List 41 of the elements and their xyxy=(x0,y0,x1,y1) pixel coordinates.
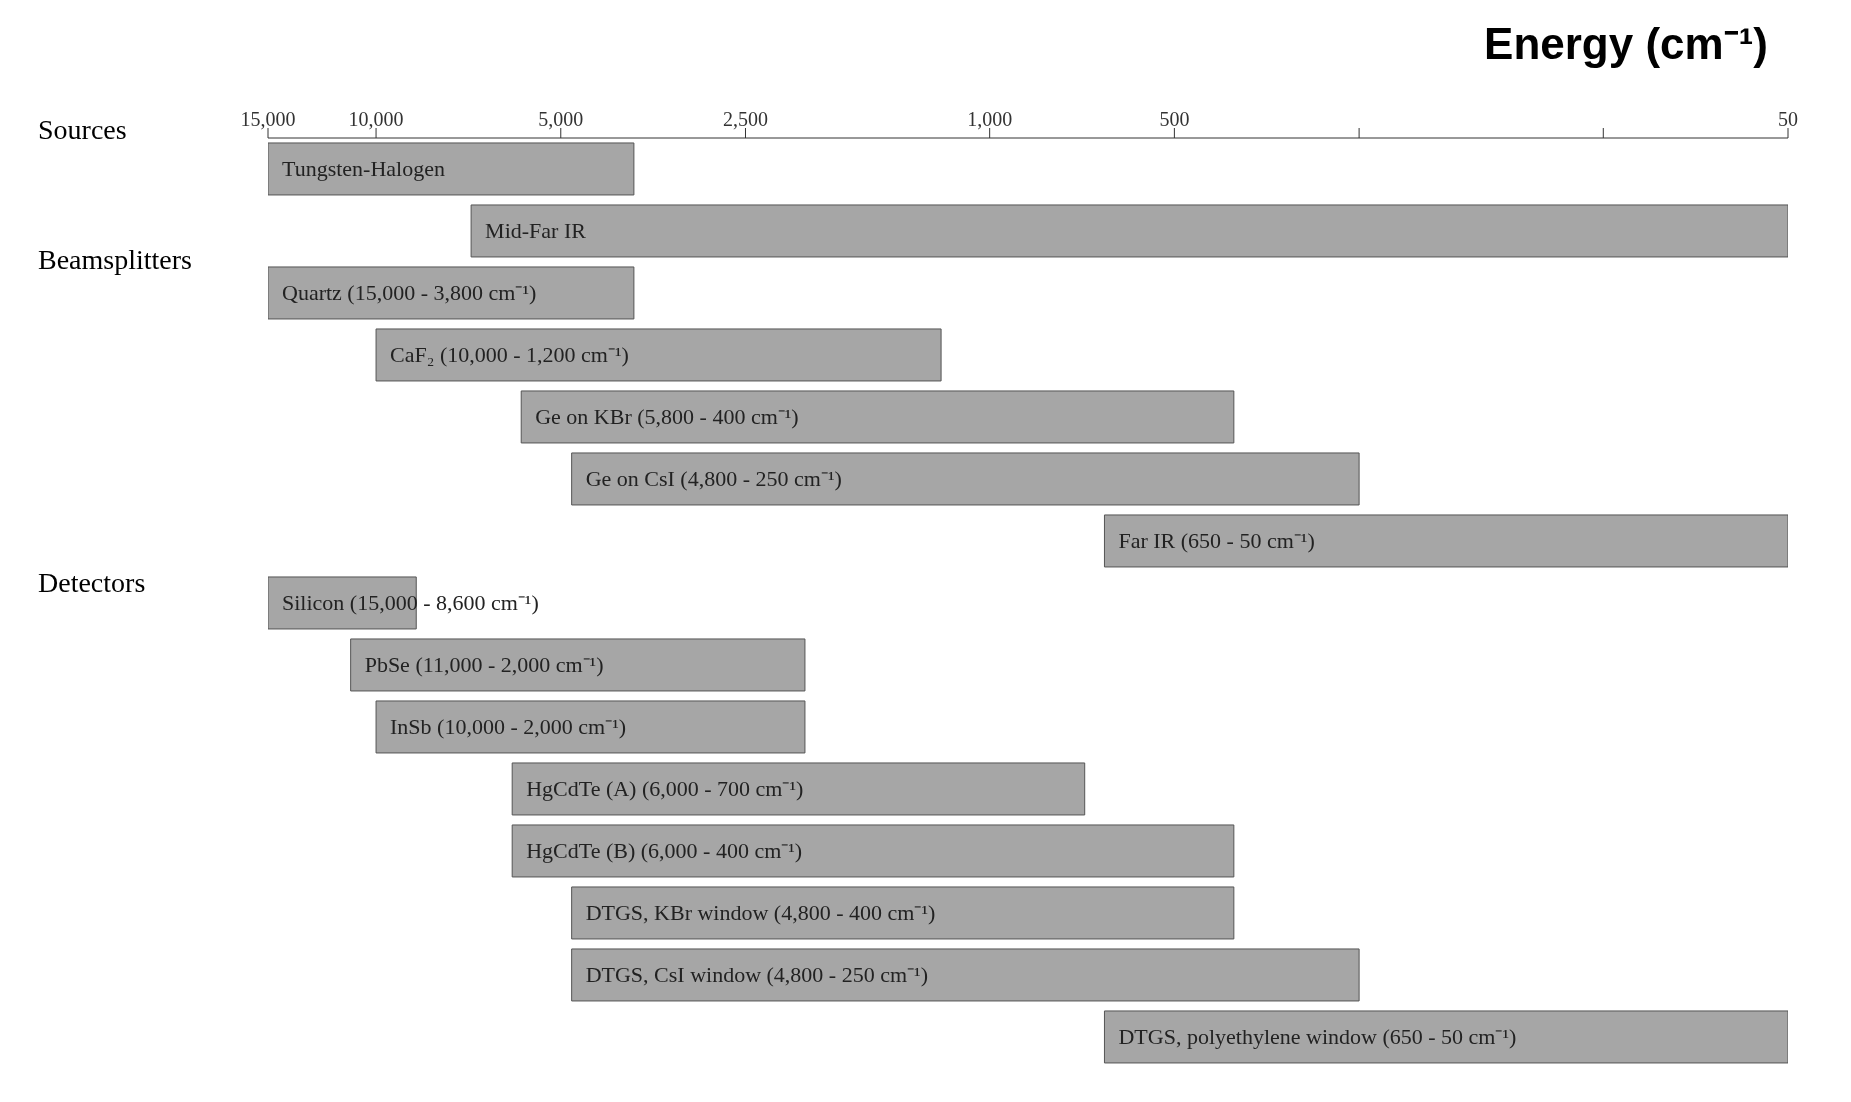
x-axis-title: Energy (cm⁻¹) xyxy=(1484,18,1768,70)
y-tick-label: Tungsten-Halogen xyxy=(282,156,445,182)
bar xyxy=(1103,1010,1788,1064)
y-tick-label: Ge on KBr (5,800 - 400 cm⁻¹) xyxy=(535,404,799,430)
y-tick-label: Quartz (15,000 - 3,800 cm⁻¹) xyxy=(282,280,537,306)
bar xyxy=(268,266,635,320)
bar xyxy=(571,886,1235,940)
bar xyxy=(571,948,1360,1002)
y-tick-label: DTGS, KBr window (4,800 - 400 cm⁻¹) xyxy=(585,900,936,926)
y-tick-label: HgCdTe (A) (6,000 - 700 cm⁻¹) xyxy=(526,776,804,802)
x-tick-label: 10,000 xyxy=(348,108,404,130)
y-tick-label: Silicon (15,000 - 8,600 cm⁻¹) xyxy=(282,590,539,616)
y-tick-label: HgCdTe (B) (6,000 - 400 cm⁻¹) xyxy=(526,838,803,864)
bar xyxy=(375,328,942,382)
x-tick-label: 500 xyxy=(1159,108,1190,130)
bar xyxy=(268,142,635,196)
y-tick-label: PbSe (11,000 - 2,000 cm⁻¹) xyxy=(364,652,604,678)
y-tick-label: Ge on CsI (4,800 - 250 cm⁻¹) xyxy=(585,466,842,492)
bar xyxy=(1103,514,1788,568)
x-tick-label: 50 xyxy=(1778,108,1798,130)
y-tick-label: Far IR (650 - 50 cm⁻¹) xyxy=(1118,528,1315,554)
y-tick-label: CaF₂ (10,000 - 1,200 cm⁻¹) xyxy=(390,342,629,368)
bar xyxy=(571,452,1360,506)
bar xyxy=(350,638,806,692)
bar xyxy=(375,700,806,754)
bar xyxy=(511,824,1235,878)
text: Beamsplitters xyxy=(38,243,192,276)
y-tick-label: InSb (10,000 - 2,000 cm⁻¹) xyxy=(390,714,627,740)
y-tick-label: DTGS, polyethylene window (650 - 50 cm⁻¹) xyxy=(1118,1024,1517,1050)
x-tick-label: 5,000 xyxy=(538,108,584,130)
bar xyxy=(268,576,417,630)
y-tick-label: DTGS, CsI window (4,800 - 250 cm⁻¹) xyxy=(585,962,929,988)
text: Detectors xyxy=(38,567,146,599)
x-tick-label: 1,000 xyxy=(967,108,1013,130)
bar xyxy=(520,390,1235,444)
text: Sources xyxy=(38,114,127,147)
bar xyxy=(470,204,1788,258)
x-tick-label: 2,500 xyxy=(722,108,768,130)
y-tick-label: Mid-Far IR xyxy=(485,218,587,244)
bar xyxy=(511,762,1086,816)
x-tick-label: 15,000 xyxy=(240,108,296,130)
